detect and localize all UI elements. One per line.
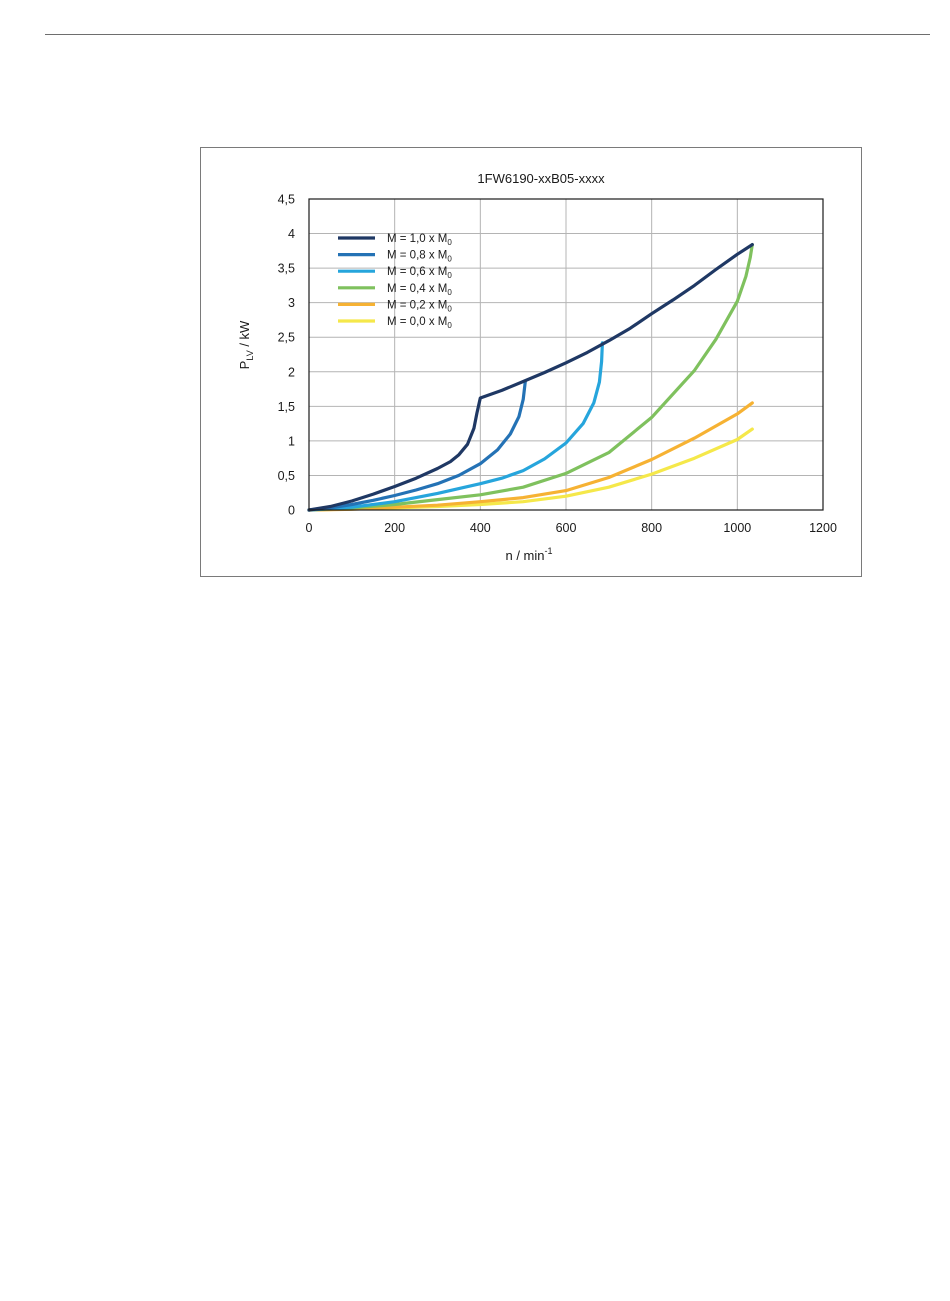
legend-entry: M = 0,0 x M0 [387, 316, 452, 330]
x-axis-title-main: n / min [505, 548, 544, 563]
legend-entry: M = 0,8 x M0 [387, 250, 452, 264]
y-tick-label: 3 [288, 296, 295, 310]
series-line-1 [307, 242, 754, 512]
chart-svg: 1FW6190-xxB05-xxxx 0 200 400 600 800 1000 1200… [237, 171, 837, 563]
x-tick-label: 0 [306, 521, 313, 535]
x-tick-label: 1200 [809, 521, 837, 535]
plot-border [308, 198, 824, 511]
x-axis-title: n / min-1 [505, 546, 552, 563]
x-axis-title-superscript: -1 [545, 546, 553, 556]
series-line-3 [307, 341, 604, 512]
y-tick-label: 4 [288, 227, 295, 241]
y-tick-label: 3,5 [278, 262, 295, 276]
y-tick-label: 4,5 [278, 193, 295, 207]
y-axis-title-rest: / kW [237, 320, 252, 350]
legend: M = 1,0 x M0 M = 0,8 x M0 M = 0,6 x M0 M = … [338, 233, 452, 330]
x-tick-label: 600 [556, 521, 577, 535]
x-tick-label: 400 [470, 521, 491, 535]
chart-frame: 1FW6190-xxB05-xxxx 0 200 400 600 800 1000 1200… [200, 147, 862, 577]
legend-entry: M = 0,6 x M0 [387, 266, 452, 280]
legend-entry: M = 1,0 x M0 [387, 233, 452, 247]
series-line-4 [307, 242, 754, 512]
chart-title: 1FW6190-xxB05-xxxx [477, 171, 605, 186]
x-tick-label: 200 [384, 521, 405, 535]
y-tick-label: 0,5 [278, 469, 295, 483]
y-tick-label: 1 [288, 434, 295, 448]
grid-layer [309, 199, 823, 510]
x-tick-label: 800 [641, 521, 662, 535]
y-axis-title-subscript: LV [245, 350, 255, 360]
y-axis-title-main: P [237, 361, 252, 370]
series-line-2 [307, 379, 527, 512]
x-tick-label: 1000 [723, 521, 751, 535]
legend-entry: M = 0,2 x M0 [387, 299, 452, 313]
tick-layer: 0 200 400 600 800 1000 1200 0 0,5 1 1,5 2 2,5 3 3,5 4 4,… [278, 193, 837, 536]
top-rule [45, 34, 930, 35]
y-tick-label: 2,5 [278, 331, 295, 345]
y-tick-label: 2 [288, 365, 295, 379]
y-tick-label: 0 [288, 504, 295, 518]
legend-entry: M = 0,4 x M0 [387, 283, 452, 297]
series-line-5 [307, 401, 754, 512]
series-layer [307, 242, 754, 512]
y-axis-title: PLV / kW [237, 320, 255, 369]
y-tick-label: 1,5 [278, 400, 295, 414]
